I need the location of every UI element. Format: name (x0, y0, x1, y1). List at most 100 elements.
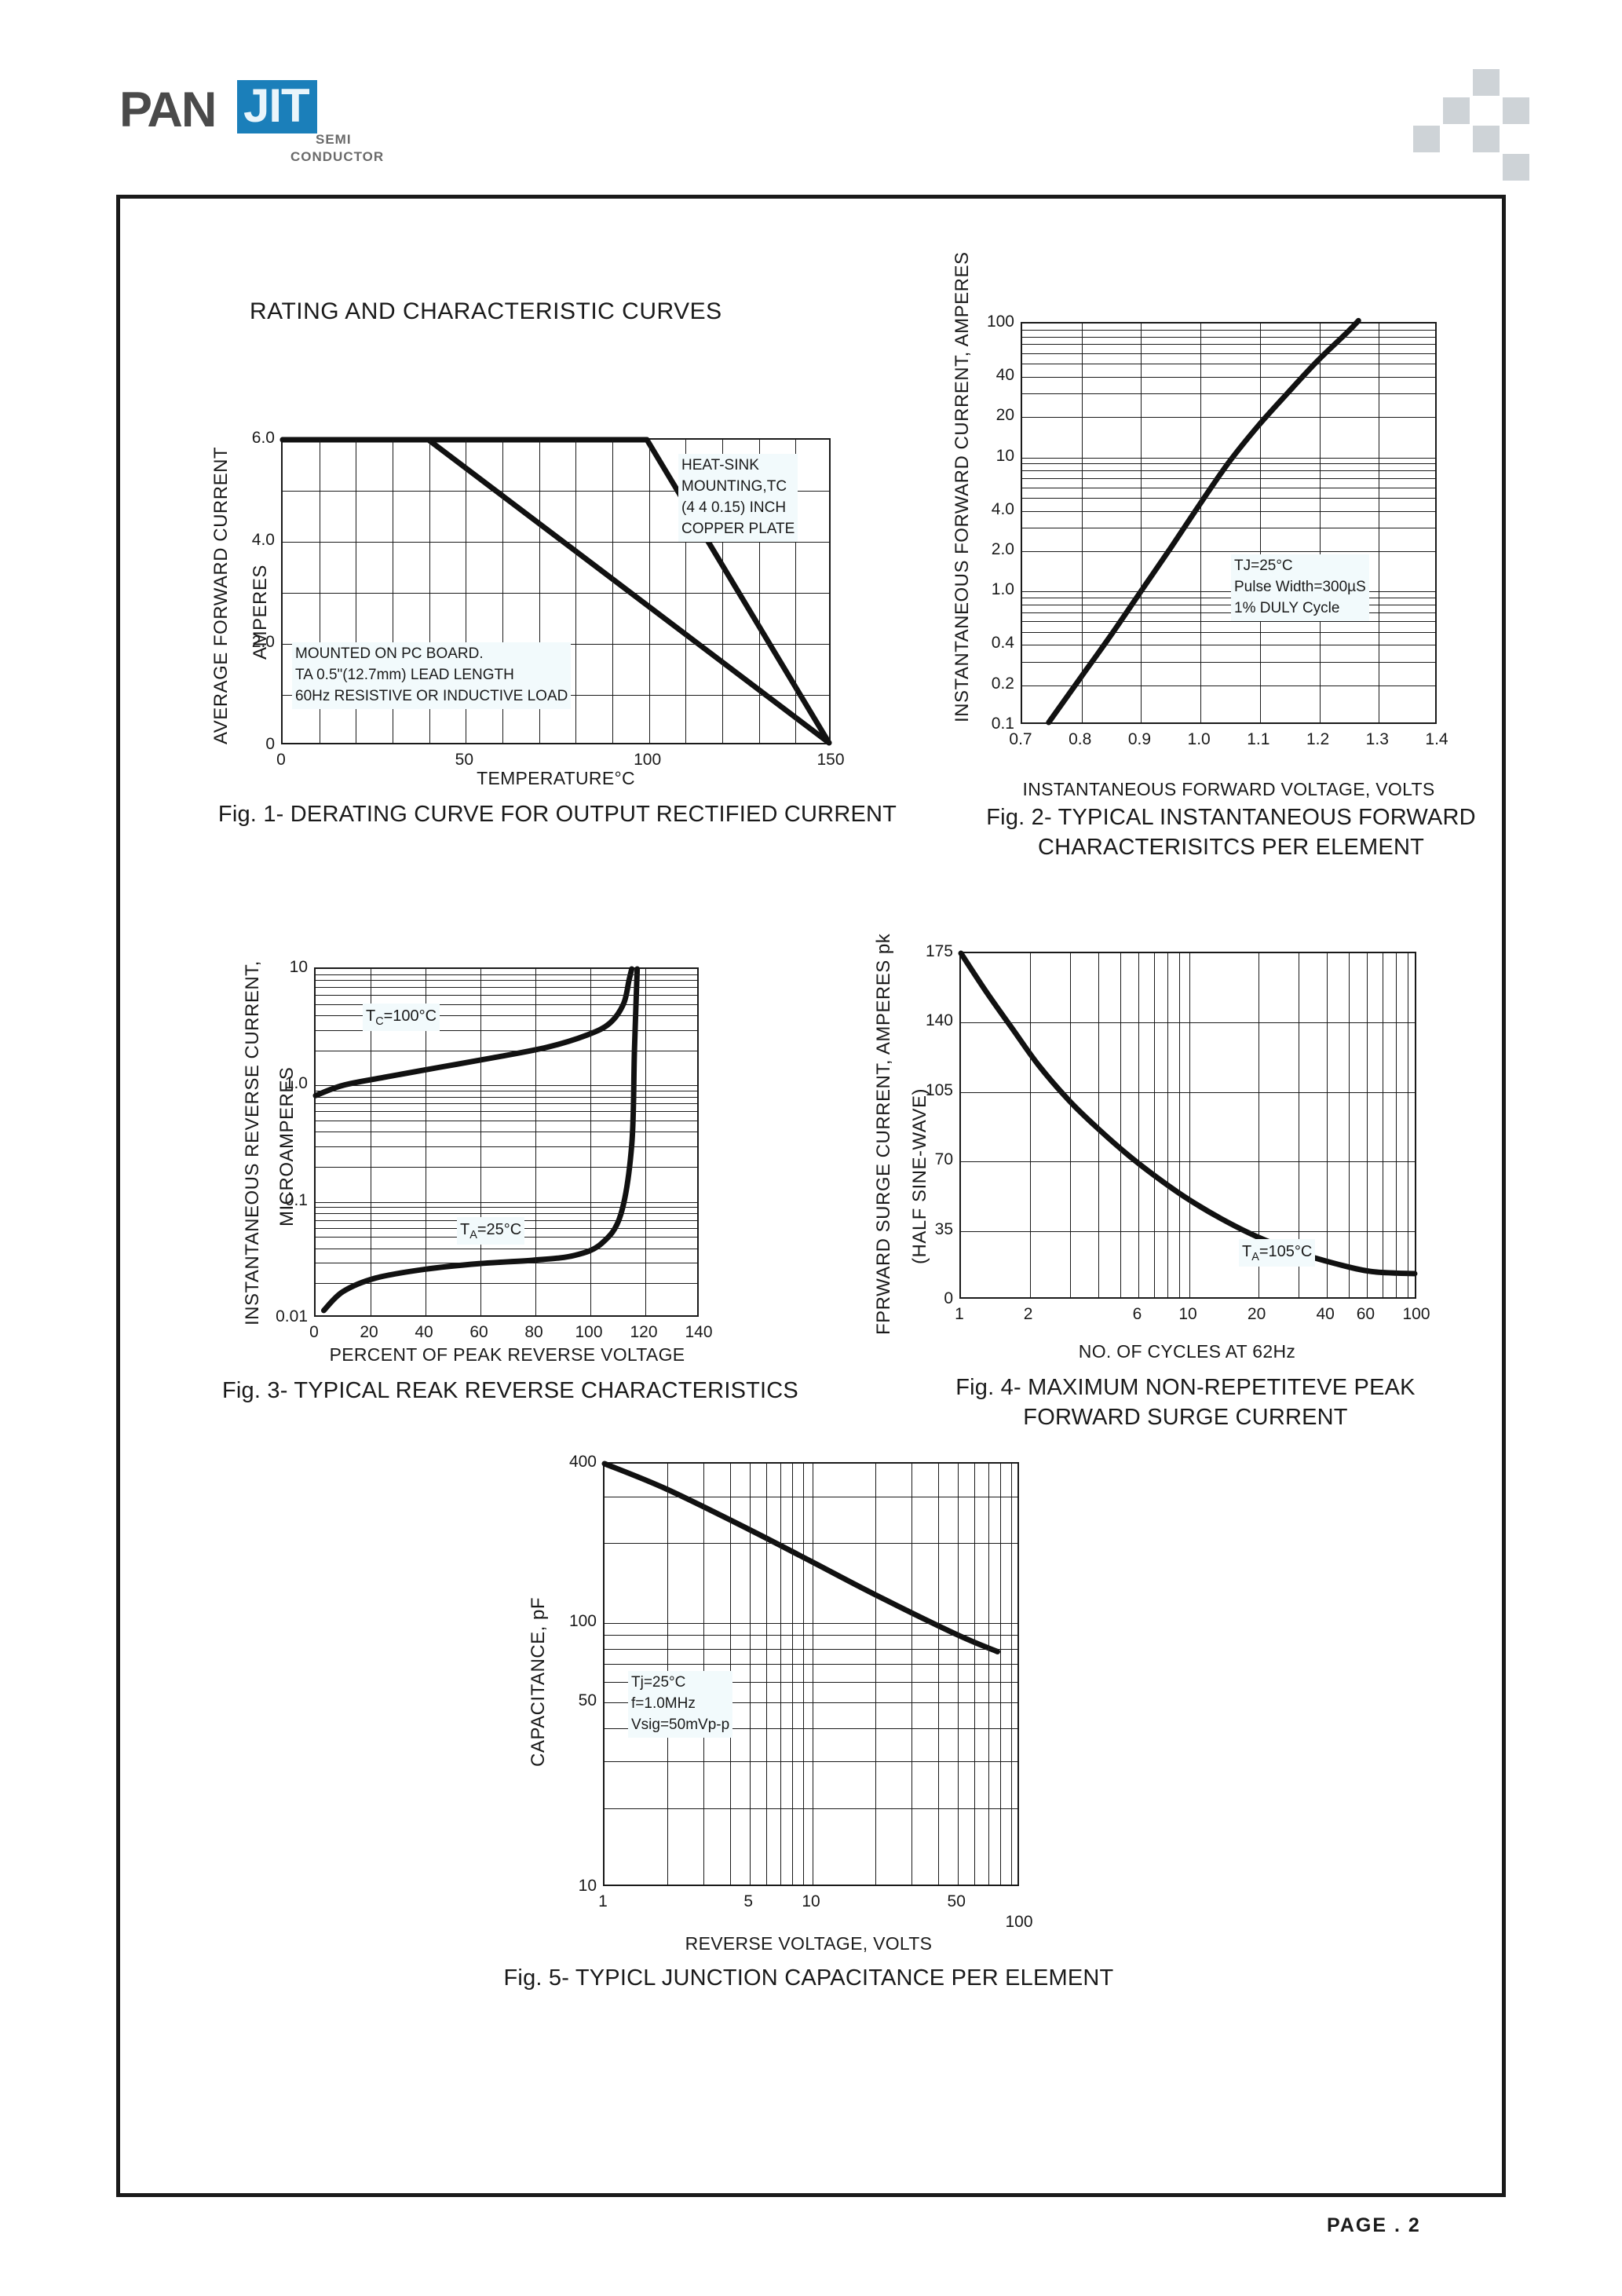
gridline (1022, 353, 1435, 354)
gridline (758, 440, 760, 743)
gridline (961, 1022, 1415, 1024)
fig3-ytick: 1.0 (284, 1074, 308, 1093)
fig2-xtick: 1.2 (1306, 730, 1330, 748)
fig1-curve (279, 437, 832, 746)
fig1-xtick: 50 (455, 751, 474, 769)
gridline (1000, 1464, 1002, 1885)
gridline (1022, 344, 1435, 345)
gridline (575, 440, 577, 743)
gridline (316, 1213, 697, 1215)
gridline (937, 1464, 939, 1885)
fig1-ytick: 0 (265, 735, 275, 753)
gridline (1178, 953, 1180, 1297)
page-number: PAGE . 2 (1327, 2214, 1421, 2236)
gridline (316, 1111, 697, 1113)
fig1-ytick: 6.0 (251, 429, 275, 447)
fig4-ytick: 175 (925, 942, 953, 960)
fig2-annotation-conditions: TJ=25°C Pulse Width=300µS 1% DULY Cycle (1231, 554, 1369, 621)
fig4-xtick: 10 (1178, 1305, 1197, 1323)
fig2-ytick: 4.0 (991, 499, 1014, 518)
fig5-ytick: 10 (578, 1877, 597, 1895)
fig3-xtick: 20 (360, 1323, 378, 1341)
gridline (1010, 1464, 1012, 1885)
fig4-xtick: 1 (955, 1305, 964, 1323)
gridline (1022, 591, 1435, 593)
gridline (283, 491, 829, 492)
fig3-annotation-tc: TC=100°C (363, 1004, 440, 1032)
fig5-caption: Fig. 5- TYPICL JUNCTION CAPACITANCE PER … (503, 1965, 1114, 1991)
gridline (605, 1648, 1017, 1650)
brand-name-pan: PAN (119, 82, 217, 137)
gridline (1022, 376, 1435, 378)
gridline (958, 1464, 959, 1885)
gridline (1022, 463, 1435, 465)
fig1-xtick: 100 (634, 751, 662, 769)
fig4-annotation-ta: TA=105°C (1239, 1239, 1316, 1267)
gridline (1022, 393, 1435, 395)
fig2-xtick: 0.7 (1009, 730, 1032, 748)
fig5-ytick: 50 (578, 1691, 597, 1710)
gridline (535, 969, 536, 1315)
gridline (316, 1146, 697, 1147)
gridline (988, 1464, 989, 1885)
gridline (605, 1543, 1017, 1545)
gridline (316, 1201, 697, 1203)
gridline (1120, 953, 1122, 1297)
gridline (480, 969, 481, 1315)
fig2-ytick: 0.2 (991, 674, 1014, 693)
gridline (316, 1004, 697, 1005)
gridline (1395, 953, 1397, 1297)
gridline (1069, 953, 1071, 1297)
fig4-xtick: 20 (1247, 1305, 1266, 1323)
gridline (648, 440, 650, 743)
fig3-xtick: 120 (630, 1323, 658, 1341)
fig4-xlabel: NO. OF CYCLES AT 62Hz (1078, 1341, 1296, 1362)
gridline (316, 1207, 697, 1208)
gridline (605, 1728, 1017, 1730)
fig3-plot-area (312, 966, 699, 1317)
fig3-ytick: 0.1 (284, 1190, 308, 1209)
fig1-annotation-pcboard: MOUNTED ON PC BOARD. TA 0.5"(12.7mm) LEA… (292, 642, 572, 709)
fig3-annotation-ta: TA=25°C (457, 1217, 525, 1245)
fig3-xtick: 80 (524, 1323, 543, 1341)
gridline (612, 440, 613, 743)
section-title: RATING AND CHARACTERISTIC CURVES (250, 298, 722, 324)
fig1-ylabel-line1: AVERAGE FORWARD CURRENT (210, 446, 232, 744)
fig2-ytick: 100 (986, 313, 1014, 331)
fig2-ytick: 10 (995, 446, 1014, 465)
fig2-plot-area (1021, 317, 1437, 726)
content-frame (116, 195, 1506, 2197)
fig3-ylabel-line1: INSTANTANEOUS REVERSE CURRENT, (242, 960, 263, 1325)
gridline (750, 1464, 751, 1885)
fig2-ytick: 2.0 (991, 539, 1014, 558)
gridline (911, 1464, 913, 1885)
gridline (1098, 953, 1100, 1297)
fig2-xtick: 0.8 (1069, 730, 1092, 748)
fig5-ytick: 100 (568, 1611, 597, 1630)
fig2-curve (1046, 317, 1361, 726)
fig4-ytick: 70 (934, 1150, 953, 1169)
fig5-xtick: 10 (802, 1892, 820, 1910)
fig5-xtick: 1 (598, 1892, 608, 1910)
gridline (605, 1635, 1017, 1636)
gridline (1167, 953, 1168, 1297)
gridline (605, 1681, 1017, 1683)
fig3-xtick: 100 (575, 1323, 603, 1341)
gridline (605, 1622, 1017, 1624)
fig2-xtick: 1.4 (1425, 730, 1448, 748)
gridline (961, 1161, 1415, 1163)
fig4-ytick: 140 (925, 1011, 953, 1030)
gridline (961, 1230, 1415, 1232)
brand-logo: PAN JIT SEMI CONDUCTOR (119, 75, 386, 170)
gridline (1349, 953, 1350, 1297)
gridline (283, 593, 829, 594)
gridline (722, 440, 723, 743)
gridline (766, 1464, 768, 1885)
gridline (1022, 498, 1435, 499)
brand-sub-semi: SEMI (316, 132, 352, 147)
fig4-xtick: 100 (1402, 1305, 1430, 1323)
fig3-ytick: 0.01 (276, 1307, 308, 1325)
gridline (974, 1464, 976, 1885)
gridline (316, 994, 697, 996)
fig3-xtick: 140 (685, 1323, 713, 1341)
